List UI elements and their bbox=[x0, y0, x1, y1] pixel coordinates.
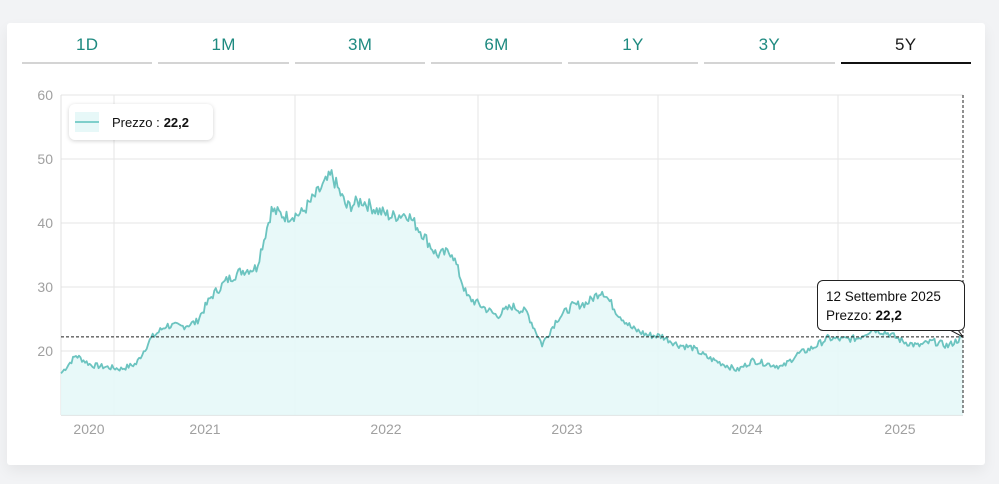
chart-legend[interactable]: Prezzo : 22,2 bbox=[69, 104, 213, 140]
chart-tooltip: 12 Settembre 2025 Prezzo: 22,2 bbox=[817, 280, 965, 331]
legend-value: 22,2 bbox=[163, 114, 189, 130]
x-tick-label: 2022 bbox=[370, 421, 401, 437]
y-tick-label: 50 bbox=[37, 151, 53, 167]
tab-3y[interactable]: 3Y bbox=[704, 30, 835, 66]
x-tick-label: 2025 bbox=[884, 421, 915, 437]
price-area bbox=[61, 170, 963, 415]
tooltip-date: 12 Settembre 2025 bbox=[826, 289, 941, 304]
tab-3m[interactable]: 3M bbox=[294, 30, 426, 66]
x-tick-label: 2023 bbox=[551, 421, 582, 437]
y-tick-label: 40 bbox=[37, 215, 53, 231]
y-tick-label: 20 bbox=[37, 343, 53, 359]
tab-6m[interactable]: 6M bbox=[431, 30, 563, 66]
legend-label: Prezzo : bbox=[112, 114, 160, 130]
tooltip-pointer bbox=[949, 329, 964, 338]
y-axis: 20 30 40 50 60 bbox=[37, 87, 53, 359]
legend-swatch-icon bbox=[75, 112, 99, 132]
y-tick-label: 30 bbox=[37, 279, 53, 295]
y-tick-label: 60 bbox=[37, 87, 53, 103]
tooltip-price-row: Prezzo: 22,2 bbox=[826, 306, 964, 325]
x-tick-label: 2020 bbox=[73, 421, 104, 437]
tab-1y[interactable]: 1Y bbox=[567, 30, 699, 66]
tooltip-value: 22,2 bbox=[875, 308, 902, 323]
x-tick-label: 2024 bbox=[731, 421, 762, 437]
tab-1d[interactable]: 1D bbox=[22, 30, 153, 66]
period-tabs: 1D 1M 3M 6M 1Y 3Y 5Y bbox=[22, 30, 972, 66]
tab-5y[interactable]: 5Y bbox=[840, 30, 972, 66]
x-tick-label: 2021 bbox=[189, 421, 220, 437]
price-line bbox=[60, 169, 964, 374]
tab-1m[interactable]: 1M bbox=[158, 30, 290, 66]
tooltip-label: Prezzo: bbox=[826, 308, 872, 323]
x-axis: 2020 2021 2022 2023 2024 2025 bbox=[73, 421, 915, 437]
